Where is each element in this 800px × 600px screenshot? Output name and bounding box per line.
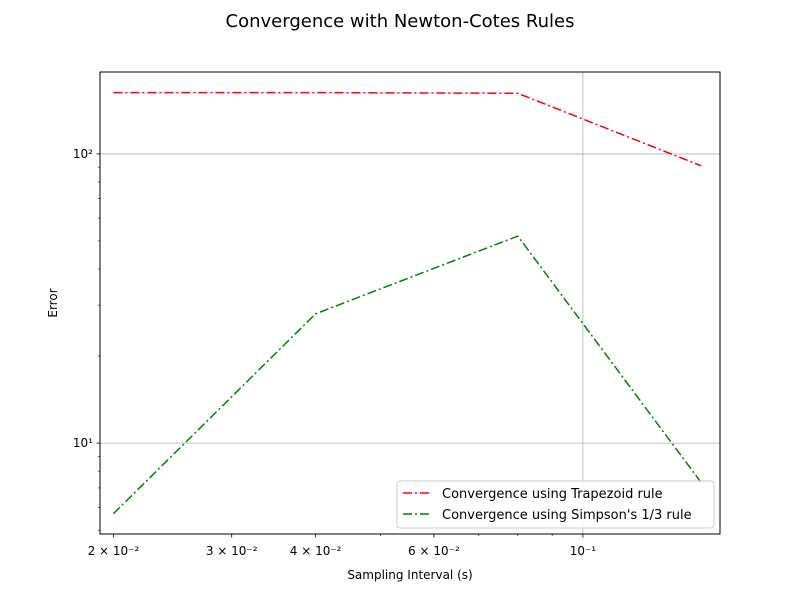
y-tick-label: 10¹ — [73, 436, 93, 450]
legend-box — [396, 480, 715, 529]
series-line-2 — [112, 235, 702, 515]
legend: Convergence using Trapezoid rule Converge… — [396, 480, 715, 529]
plot-frame — [99, 71, 721, 535]
x-axis-label: Sampling Interval (s) — [347, 568, 472, 582]
y-axis-ticks: 10¹ 10² — [73, 147, 100, 531]
legend-label-1: Convergence using Trapezoid rule — [442, 487, 663, 502]
x-tick-label: 10⁻¹ — [570, 544, 597, 558]
series-line-1 — [113, 91, 702, 167]
series-layer — [112, 91, 702, 515]
chart-title: Convergence with Newton-Cotes Rules — [226, 11, 575, 32]
x-tick-label: 6 × 10⁻² — [408, 544, 460, 558]
x-tick-label: 2 × 10⁻² — [88, 544, 140, 558]
x-tick-label: 4 × 10⁻² — [290, 544, 342, 558]
legend-label-2: Convergence using Simpson's 1/3 rule — [442, 508, 692, 523]
grid-lines — [100, 72, 720, 534]
y-tick-label: 10² — [73, 147, 93, 161]
x-axis-ticks: 2 × 10⁻² 3 × 10⁻² 4 × 10⁻² 6 × 10⁻² 10⁻¹ — [88, 534, 597, 558]
y-axis-label: Error — [46, 288, 60, 317]
x-tick-label: 3 × 10⁻² — [206, 544, 258, 558]
